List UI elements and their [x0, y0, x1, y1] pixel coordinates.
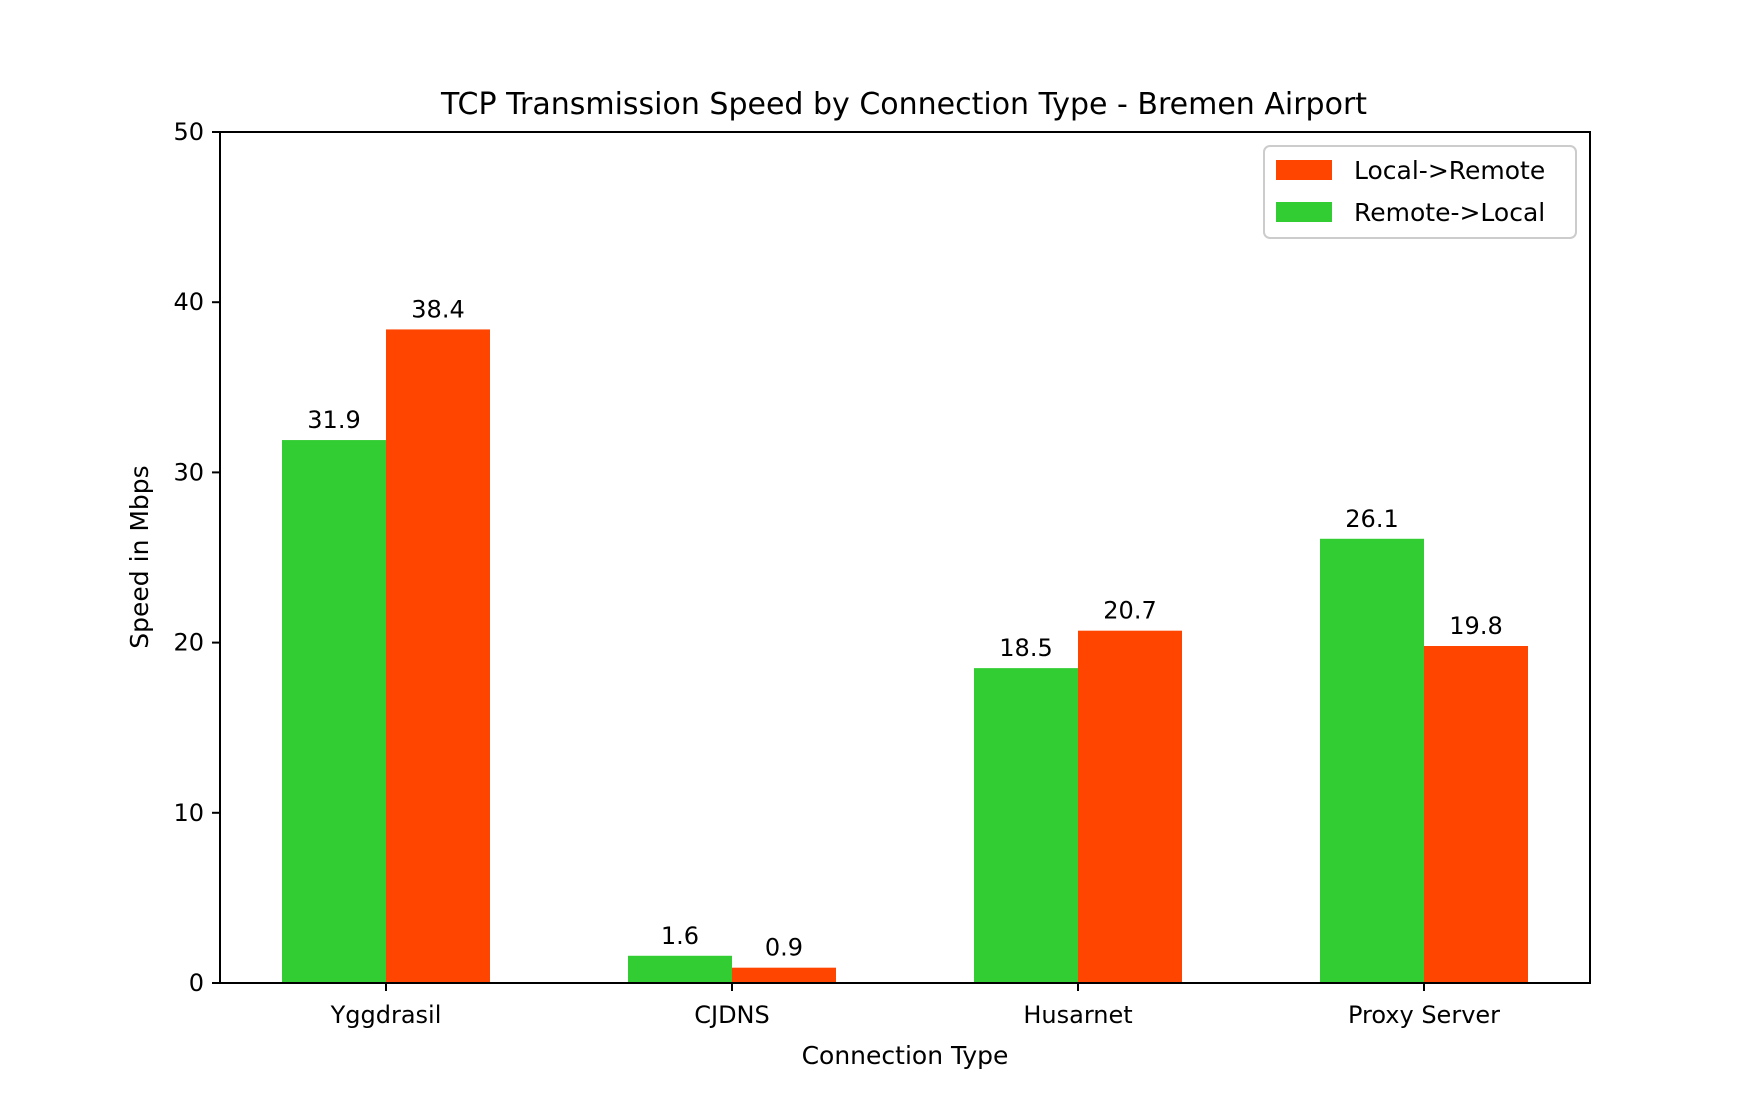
x-axis-label: Connection Type [802, 1041, 1009, 1070]
value-label-local-remote-1: 0.9 [765, 934, 803, 962]
value-label-local-remote-2: 20.7 [1103, 597, 1156, 625]
x-axis: Yggdrasil CJDNS Husarnet Proxy Server [330, 983, 1500, 1029]
bar-remote-local-1 [628, 955, 732, 983]
bar-local-remote-1 [732, 967, 836, 983]
value-label-local-remote-3: 19.8 [1449, 612, 1502, 640]
y-axis: 0 10 20 30 40 50 [173, 118, 220, 997]
y-tick-label-5: 50 [173, 118, 204, 146]
bar-remote-local-0 [282, 440, 386, 983]
y-tick-label-3: 30 [173, 458, 204, 486]
chart-title: TCP Transmission Speed by Connection Typ… [440, 87, 1367, 122]
bar-local-remote-0 [386, 329, 490, 983]
x-tick-label-1: CJDNS [694, 1001, 770, 1029]
x-tick-label-2: Husarnet [1023, 1001, 1132, 1029]
bar-local-remote-3 [1424, 646, 1528, 983]
x-tick-label-3: Proxy Server [1348, 1001, 1500, 1029]
legend-swatch-remote-local [1276, 202, 1332, 222]
value-label-remote-local-2: 18.5 [999, 634, 1052, 662]
bars-group [282, 329, 1528, 983]
bar-remote-local-3 [1320, 538, 1424, 983]
y-tick-label-4: 40 [173, 288, 204, 316]
value-label-remote-local-1: 1.6 [661, 922, 699, 950]
y-tick-label-2: 20 [173, 629, 204, 657]
value-labels-group: 31.9 1.6 18.5 26.1 38.4 0.9 20.7 19.8 [307, 295, 1502, 961]
value-label-remote-local-3: 26.1 [1345, 505, 1398, 533]
legend-label-local-remote: Local->Remote [1354, 156, 1545, 185]
bar-local-remote-2 [1078, 630, 1182, 983]
legend-box [1263, 145, 1577, 239]
legend: Local->Remote Remote->Local [1263, 145, 1577, 239]
value-label-local-remote-0: 38.4 [411, 295, 464, 323]
plot-frame [219, 131, 1591, 984]
bar-remote-local-2 [974, 668, 1078, 983]
legend-swatch-local-remote [1276, 160, 1332, 180]
value-label-remote-local-0: 31.9 [307, 406, 360, 434]
y-axis-label: Speed in Mbps [125, 465, 154, 648]
legend-label-remote-local: Remote->Local [1354, 198, 1545, 227]
y-tick-label-0: 0 [189, 969, 204, 997]
x-tick-label-0: Yggdrasil [330, 1001, 442, 1029]
y-tick-label-1: 10 [173, 799, 204, 827]
